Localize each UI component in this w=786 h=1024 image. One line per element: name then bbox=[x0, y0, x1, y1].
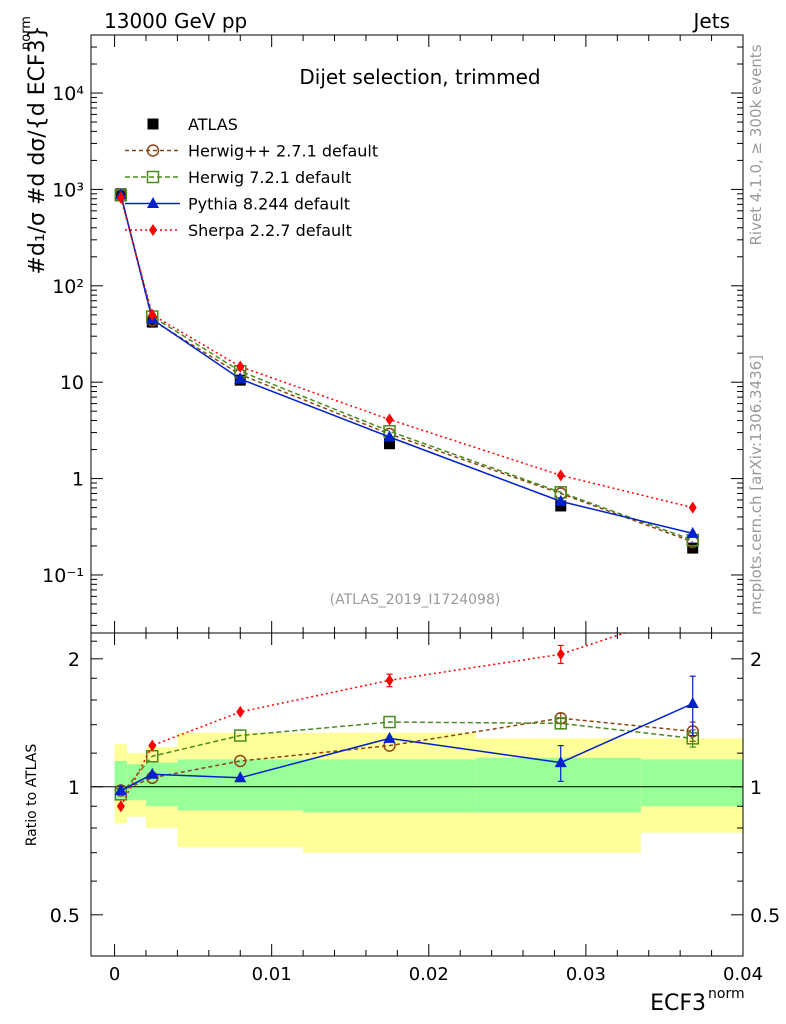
sherpa-2-2-7-default-ratio-point bbox=[689, 604, 697, 616]
herwig-7-2-1-default-main-line bbox=[120, 195, 693, 541]
x-tick-label: 0.02 bbox=[409, 964, 449, 985]
sherpa-2-2-7-default-main-point bbox=[236, 360, 245, 373]
pythia-8-244-default-main-point bbox=[554, 494, 567, 506]
herwig-2-7-1-default-ratio-point bbox=[234, 754, 247, 768]
chart-title: Dijet selection, trimmed bbox=[299, 65, 540, 89]
sherpa-2-2-7-default-ratio-line bbox=[120, 633, 628, 807]
header-right-label: Jets bbox=[692, 9, 730, 33]
atlas-main-point bbox=[384, 438, 396, 450]
sherpa-2-2-7-default-main-point bbox=[148, 308, 157, 321]
y-axis-label: #d₁/σ #d dσ/{d ECF3} norm bbox=[19, 16, 50, 275]
x-tick-label: 0 bbox=[109, 964, 120, 985]
sherpa-2-2-7-default-ratio-point bbox=[116, 800, 125, 813]
ratio-y-axis-label: Ratio to ATLAS bbox=[24, 744, 40, 847]
legend: ATLAS Herwig++ 2.7.1 default Herwig 7.2.1 … bbox=[125, 115, 378, 240]
legend-entry-label: ATLAS bbox=[188, 115, 238, 134]
ratio-band-inner bbox=[145, 762, 178, 807]
y-tick-label: 10² bbox=[52, 276, 84, 298]
x-axis-label: ECF3 bbox=[650, 991, 706, 1016]
pythia-8-244-default-main-point bbox=[686, 526, 699, 538]
sherpa-2-2-7-default-main-line bbox=[120, 197, 693, 509]
y-tick-label: 10³ bbox=[52, 179, 84, 201]
pythia-8-244-default-legend-marker bbox=[147, 197, 159, 208]
ratio-y-tick-label-left: 2 bbox=[68, 649, 80, 671]
x-tick-label: 0.04 bbox=[723, 964, 763, 985]
ratio-uncertainty-bands bbox=[91, 732, 743, 853]
ratio-y-tick-label-left: 0.5 bbox=[50, 905, 80, 927]
sherpa-2-2-7-default-ratio-point bbox=[385, 674, 394, 687]
pythia-8-244-default-main-line bbox=[120, 194, 693, 535]
y-tick-label: 10⁻¹ bbox=[42, 565, 84, 587]
pythia-8-244-default-ratio-point bbox=[146, 767, 159, 779]
pythia-8-244-default-ratio-line bbox=[120, 702, 694, 792]
pythia-8-244-default-ratio-point bbox=[554, 756, 567, 768]
pythia-8-244-default-main-point bbox=[234, 372, 247, 384]
herwig-7-2-1-default-legend-marker bbox=[146, 170, 160, 184]
ratio-y-tick-label-right: 2 bbox=[750, 649, 762, 671]
ratio-band-inner bbox=[640, 759, 743, 807]
y-tick-label: 10 bbox=[60, 372, 84, 394]
sherpa-2-2-7-default-main-point bbox=[556, 469, 565, 482]
ratio-plot-frame bbox=[90, 632, 744, 957]
sherpa-2-2-7-default-main-point bbox=[385, 413, 394, 426]
y-tick-label: 1 bbox=[72, 469, 84, 491]
sherpa-2-2-7-default-legend-marker bbox=[149, 224, 157, 236]
y-axis-label-superscript: norm bbox=[19, 16, 34, 50]
atlas-legend-marker bbox=[147, 118, 159, 130]
herwig-2-7-1-default-main-line bbox=[120, 194, 693, 543]
y-tick-label: 10⁴ bbox=[52, 83, 84, 105]
rivet-version-label: Rivet 4.1.0, ≥ 300k events bbox=[747, 44, 765, 245]
sherpa-2-2-7-default-main-point bbox=[688, 501, 697, 514]
mcplots-label: mcplots.cern.ch [arXiv:1306.3436] bbox=[747, 355, 765, 615]
ratio-y-tick-label-left: 1 bbox=[68, 777, 80, 799]
ratio-plot-series bbox=[114, 604, 699, 813]
sherpa-2-2-7-default-main-point bbox=[116, 191, 125, 204]
axis-tick-labels: 0 0.01 0.02 0.03 0.04 10⁻¹ 1 10 10² 10³ 10⁴ 0.5 0.5 1… bbox=[42, 83, 780, 985]
legend-entry-label: Pythia 8.244 default bbox=[188, 195, 350, 214]
main-plot-series bbox=[114, 188, 699, 554]
atlas-main-point bbox=[555, 500, 567, 512]
sherpa-2-2-7-default-ratio-point bbox=[148, 739, 157, 752]
ratio-band-inner bbox=[303, 759, 476, 813]
legend-entry-label: Sherpa 2.2.7 default bbox=[188, 221, 352, 240]
herwig-2-7-1-default-legend-marker bbox=[146, 144, 160, 157]
analysis-label: (ATLAS_2019_I1724098) bbox=[330, 592, 501, 608]
x-tick-label: 0.03 bbox=[566, 964, 606, 985]
pythia-8-244-default-main-point bbox=[383, 430, 396, 442]
sherpa-2-2-7-default-ratio-point bbox=[556, 648, 565, 661]
header-left-label: 13000 GeV pp bbox=[104, 9, 247, 33]
ratio-y-tick-label-right: 1 bbox=[750, 777, 762, 799]
sherpa-2-2-7-default-ratio-point bbox=[236, 705, 245, 718]
x-axis-label-superscript: norm bbox=[708, 986, 745, 1002]
pythia-8-244-default-ratio-point bbox=[383, 731, 396, 743]
herwig-7-2-1-default-ratio-point bbox=[383, 715, 396, 729]
ratio-band-inner bbox=[177, 759, 304, 811]
y-axis-label-text: #d₁/σ #d dσ/{d ECF3} bbox=[25, 25, 50, 274]
legend-entry-label: Herwig++ 2.7.1 default bbox=[188, 142, 378, 161]
pythia-8-244-default-ratio-point bbox=[234, 771, 247, 783]
axis-ticks bbox=[91, 34, 744, 956]
ratio-y-tick-label-right: 0.5 bbox=[750, 905, 780, 927]
herwig-7-2-1-default-ratio-point bbox=[234, 729, 247, 742]
pythia-8-244-default-ratio-point bbox=[686, 697, 699, 709]
pythia-8-244-default-ratio-point bbox=[114, 784, 127, 796]
legend-entry-label: Herwig 7.2.1 default bbox=[188, 168, 351, 187]
x-tick-label: 0.01 bbox=[252, 964, 292, 985]
herwig-7-2-1-default-ratio-point bbox=[554, 717, 568, 730]
herwig-7-2-1-default-ratio-line bbox=[120, 721, 693, 795]
